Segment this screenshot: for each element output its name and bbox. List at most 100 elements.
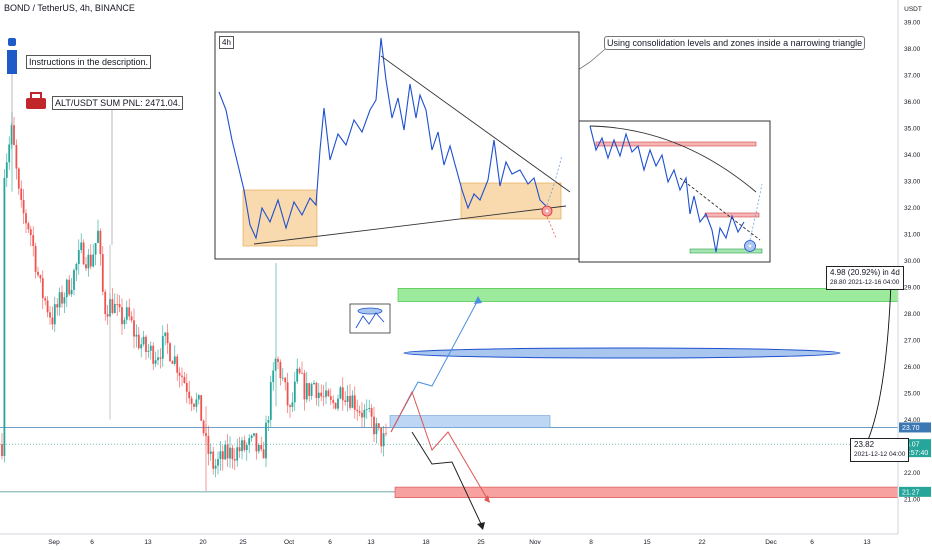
candle-body bbox=[255, 433, 258, 452]
candle-body bbox=[277, 358, 279, 363]
bullish-path bbox=[390, 299, 479, 433]
candle-body bbox=[207, 435, 210, 454]
price-tag-label: 21.27 bbox=[902, 489, 920, 496]
x-tick-label: 8 bbox=[589, 539, 593, 546]
x-tick-label: 18 bbox=[422, 539, 430, 546]
candle-body bbox=[77, 250, 80, 265]
drop-path bbox=[411, 431, 483, 527]
x-tick-label: 13 bbox=[863, 539, 871, 546]
candle-body bbox=[241, 440, 243, 452]
y-tick-label: 39.00 bbox=[904, 20, 921, 27]
candle-body bbox=[193, 403, 195, 407]
candle-body bbox=[332, 399, 335, 403]
candle-body bbox=[5, 162, 8, 178]
inset-charts bbox=[214, 31, 771, 263]
x-tick-label: 6 bbox=[810, 539, 814, 546]
candle-body bbox=[145, 336, 147, 352]
candle-body bbox=[104, 291, 107, 315]
candle-body bbox=[248, 438, 251, 446]
callout-note: Using consolidation levels and zones ins… bbox=[604, 36, 866, 50]
candle-body bbox=[15, 144, 18, 169]
candle-body bbox=[305, 383, 308, 400]
candle-body bbox=[142, 336, 145, 345]
y-tick-label: 31.00 bbox=[904, 232, 921, 239]
candle-body bbox=[29, 229, 32, 236]
candle-body bbox=[370, 407, 373, 417]
candle-body bbox=[27, 223, 30, 230]
candle-body bbox=[351, 395, 354, 408]
candle-body bbox=[190, 398, 193, 404]
y-tick-label: 27.00 bbox=[904, 338, 921, 345]
candle-body bbox=[164, 332, 167, 337]
measure-low-value: 23.82 bbox=[854, 440, 875, 449]
candle-body bbox=[140, 344, 143, 349]
candle-body bbox=[224, 444, 227, 460]
candle-body bbox=[373, 416, 375, 435]
x-tick-label: 6 bbox=[90, 539, 94, 546]
candle-body bbox=[106, 314, 109, 317]
candle-body bbox=[322, 396, 325, 398]
y-tick-label: 33.00 bbox=[904, 179, 921, 186]
inset-right-marker-dot bbox=[748, 244, 752, 248]
candle-body bbox=[169, 343, 171, 362]
candles bbox=[1, 112, 387, 492]
candle-body bbox=[123, 319, 126, 325]
candle-body bbox=[197, 395, 200, 400]
candle-body bbox=[358, 411, 361, 413]
inset-left-up-dashed bbox=[546, 154, 563, 206]
inset-left-marker-dot bbox=[545, 209, 549, 213]
candle-body bbox=[154, 360, 157, 364]
candle-body bbox=[56, 304, 59, 308]
candle-body bbox=[195, 399, 198, 407]
candle-body bbox=[97, 230, 99, 244]
info-icon bbox=[5, 38, 19, 74]
callout-pointer bbox=[577, 44, 611, 71]
candle-body bbox=[293, 381, 296, 403]
pictogram-ellipse bbox=[357, 307, 383, 315]
inset-left-down-dashed bbox=[546, 216, 557, 239]
candle-body bbox=[116, 303, 119, 305]
candle-body bbox=[317, 392, 320, 399]
candle-body bbox=[382, 433, 385, 447]
inset-right-upper-trend bbox=[589, 125, 757, 193]
time-axis: Sep 6 13 20 25 Oct 6 13 18 25 Nov 8 15 22 Dec 6 13 bbox=[0, 533, 898, 546]
candle-body bbox=[51, 317, 54, 325]
inset-right-dashed-trend bbox=[679, 177, 761, 241]
candle-body bbox=[171, 361, 174, 364]
candle-body bbox=[1, 444, 3, 457]
candle-body bbox=[152, 345, 155, 364]
candle-body bbox=[94, 243, 97, 255]
candle-body bbox=[87, 254, 90, 269]
candle-body bbox=[147, 350, 150, 352]
candle-body bbox=[85, 264, 87, 269]
candle-body bbox=[298, 368, 301, 373]
candle-body bbox=[363, 409, 366, 418]
pnl-note: ALT/USDT SUM PNL: 2471.04. bbox=[52, 96, 184, 110]
x-tick-label: Nov bbox=[529, 539, 541, 546]
candle-body bbox=[17, 168, 20, 189]
bullish-arrowhead bbox=[474, 296, 482, 304]
bearish-path bbox=[390, 390, 489, 501]
candle-body bbox=[262, 449, 265, 459]
candle-body bbox=[365, 409, 368, 410]
candle-body bbox=[217, 459, 219, 466]
candle-body bbox=[296, 368, 299, 382]
candle-body bbox=[130, 316, 133, 321]
zones bbox=[389, 288, 916, 498]
candle-body bbox=[80, 242, 83, 251]
candle-body bbox=[344, 400, 347, 402]
x-tick-label: 6 bbox=[328, 539, 332, 546]
candle-body bbox=[63, 297, 66, 304]
chart-title: BOND / TetherUS, 4h, BINANCE bbox=[4, 3, 135, 13]
measure-change: 4.98 (20.92%) in 4d bbox=[830, 268, 900, 277]
candle-body bbox=[46, 300, 49, 313]
candle-body bbox=[185, 383, 188, 392]
candle-body bbox=[183, 376, 186, 384]
inset-left-lower-trend bbox=[253, 205, 567, 245]
candle-body bbox=[250, 435, 253, 439]
blue-entry-zone bbox=[389, 415, 551, 428]
candle-body bbox=[212, 451, 215, 469]
price-axis: USDT 39.00 38.00 37.00 36.00 35.00 34.00 33.00 3… bbox=[897, 0, 932, 550]
drawings bbox=[11, 44, 895, 530]
